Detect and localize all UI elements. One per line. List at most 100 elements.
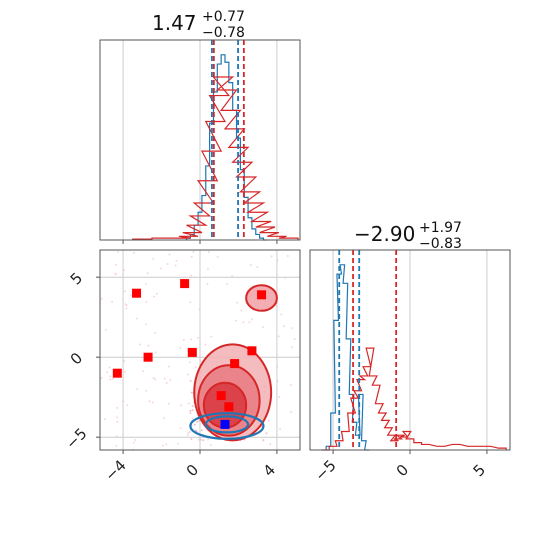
joint-scatter-point xyxy=(190,255,193,258)
joint-scatter-point xyxy=(108,366,111,369)
joint-red-marker-4 xyxy=(112,368,122,378)
joint-scatter-point xyxy=(270,255,273,258)
joint-scatter-point xyxy=(193,423,196,426)
joint-scatter-point xyxy=(168,402,171,405)
joint-scatter-point xyxy=(116,416,119,419)
joint-scatter-point xyxy=(100,297,103,300)
joint-red-marker-6 xyxy=(230,359,240,369)
joint-scatter-point xyxy=(293,338,296,341)
joint-scatter-point xyxy=(261,326,264,329)
hist-x-frame xyxy=(99,39,301,241)
joint-scatter-point xyxy=(278,396,281,399)
joint-scatter-point xyxy=(190,338,193,341)
joint-scatter-point xyxy=(109,375,112,378)
joint-scatter-point xyxy=(166,262,169,265)
joint-scatter-point xyxy=(103,418,106,421)
joint-scatter-point xyxy=(197,438,200,441)
joint-scatter-point xyxy=(151,401,154,404)
joint-scatter-point xyxy=(136,388,139,391)
joint-tick-label-y-0: −5 xyxy=(62,424,90,452)
joint-scatter-point xyxy=(208,251,211,254)
joint-tick-label-x-0: −4 xyxy=(101,456,129,484)
joint-scatter-point xyxy=(123,360,126,363)
joint-scatter-point xyxy=(191,417,194,420)
joint-scatter-point xyxy=(146,272,149,275)
joint-scatter-point xyxy=(177,442,180,445)
joint-scatter-point xyxy=(187,431,190,434)
title-1-median: 1.47 xyxy=(152,11,197,35)
joint-scatter-point xyxy=(189,409,192,412)
joint-scatter-point xyxy=(152,377,155,380)
joint-scatter-point xyxy=(283,325,286,328)
joint-scatter-point xyxy=(194,366,197,369)
joint-scatter-point xyxy=(134,438,137,441)
joint-scatter-point xyxy=(196,420,199,423)
joint-scatter-point xyxy=(126,404,129,407)
joint-scatter-point xyxy=(148,400,151,403)
hist-x-series-0 xyxy=(185,54,268,241)
joint-scatter-point xyxy=(236,301,239,304)
joint-scatter-point xyxy=(189,361,192,364)
joint-scatter-point xyxy=(189,301,192,304)
joint-scatter-point xyxy=(279,428,282,431)
joint-scatter-point xyxy=(179,427,182,430)
joint-scatter-point xyxy=(194,429,197,432)
joint-scatter-point xyxy=(100,377,103,380)
joint-scatter-point xyxy=(147,344,150,347)
hist-y-frame xyxy=(309,249,511,451)
joint-scatter-point xyxy=(116,250,119,253)
joint-scatter-point xyxy=(106,371,109,374)
joint-scatter-point xyxy=(163,417,166,420)
joint-scatter-point xyxy=(191,405,194,408)
joint-scatter-point xyxy=(262,439,265,442)
panel-hist-y: −5 0 5 xyxy=(309,249,511,485)
joint-scatter-point xyxy=(187,433,190,436)
joint-scatter-point xyxy=(123,370,126,373)
joint-scatter-point xyxy=(116,420,119,423)
joint-scatter-point xyxy=(129,294,132,297)
joint-scatter-point xyxy=(135,317,138,320)
joint-scatter-point xyxy=(163,377,166,380)
joint-scatter-point xyxy=(179,347,182,350)
joint-scatter-point xyxy=(133,251,136,254)
joint-scatter-point xyxy=(265,432,268,435)
title-2-plus: +1.97 xyxy=(419,220,462,236)
joint-scatter-point xyxy=(168,253,171,256)
title-1-minus: −0.78 xyxy=(202,25,245,41)
hist-y-tick-label-1: 0 xyxy=(393,461,412,480)
joint-scatter-point xyxy=(242,321,245,324)
joint-scatter-point xyxy=(115,444,118,447)
joint-scatter-point xyxy=(139,343,142,346)
title-2-minus: −0.83 xyxy=(419,236,462,252)
hist-y-tick-label-0: −5 xyxy=(311,456,339,484)
joint-blue-contour-inner xyxy=(204,415,250,434)
title-1-plus: +0.77 xyxy=(202,9,245,25)
joint-scatter-point xyxy=(186,373,189,376)
joint-red-marker-9 xyxy=(224,402,234,412)
hist-y-tick-label-2: 5 xyxy=(470,461,489,480)
joint-tick-label-y-2: 5 xyxy=(67,269,86,288)
joint-scatter-point xyxy=(190,274,193,277)
joint-red-marker-2 xyxy=(257,290,267,300)
joint-scatter-point xyxy=(280,313,283,316)
joint-scatter-point xyxy=(226,283,229,286)
joint-scatter-point xyxy=(277,335,280,338)
joint-tick-label-x-2: 4 xyxy=(260,461,279,480)
panel-joint: −4 0 4 −5 0 5 xyxy=(62,249,301,485)
joint-scatter-point xyxy=(111,377,114,380)
joint-scatter-point xyxy=(216,256,219,259)
joint-scatter-point xyxy=(189,430,192,433)
joint-scatter-point xyxy=(153,295,156,298)
joint-scatter-point xyxy=(209,444,212,447)
joint-red-marker-8 xyxy=(216,391,226,401)
joint-tick-label-x-1: 0 xyxy=(183,461,202,480)
joint-scatter-point xyxy=(182,338,185,341)
joint-scatter-point xyxy=(290,384,293,387)
joint-scatter-point xyxy=(165,381,168,384)
joint-scatter-point xyxy=(250,318,253,321)
joint-scatter-point xyxy=(202,439,205,442)
joint-scatter-point xyxy=(189,379,192,382)
joint-scatter-point xyxy=(144,282,147,285)
joint-scatter-point xyxy=(116,406,119,409)
joint-red-marker-7 xyxy=(247,346,257,356)
